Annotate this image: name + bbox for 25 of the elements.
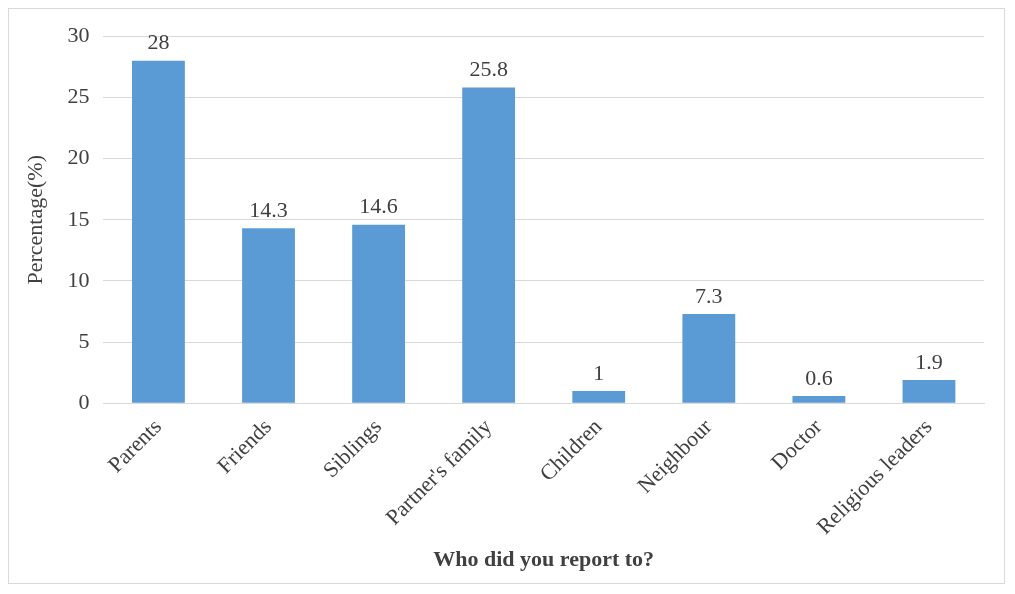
bar [352, 224, 406, 403]
y-axis-title: Percentage(%) [21, 155, 47, 285]
y-tick-label: 30 [67, 21, 90, 47]
data-label: 0.6 [805, 364, 833, 390]
data-label: 14.3 [249, 197, 288, 223]
data-label: 1.9 [915, 348, 943, 374]
bar [462, 87, 516, 403]
y-tick-label: 10 [67, 266, 90, 292]
y-tick-label: 15 [67, 205, 90, 231]
bar [902, 380, 956, 403]
y-tick-label: 5 [78, 327, 90, 353]
x-axis-title: Who did you report to? [433, 546, 655, 572]
data-label: 7.3 [695, 282, 723, 308]
data-label: 1 [593, 359, 605, 385]
data-label: 25.8 [469, 56, 508, 82]
bar [242, 228, 295, 403]
y-tick-label: 20 [67, 144, 90, 170]
bar [682, 314, 736, 403]
bar [132, 60, 185, 403]
y-tick-label: 25 [67, 83, 90, 109]
bar [792, 396, 846, 403]
bar [572, 391, 626, 403]
data-label: 14.6 [359, 193, 398, 219]
data-label: 28 [147, 29, 170, 55]
y-tick-label: 0 [78, 389, 90, 415]
